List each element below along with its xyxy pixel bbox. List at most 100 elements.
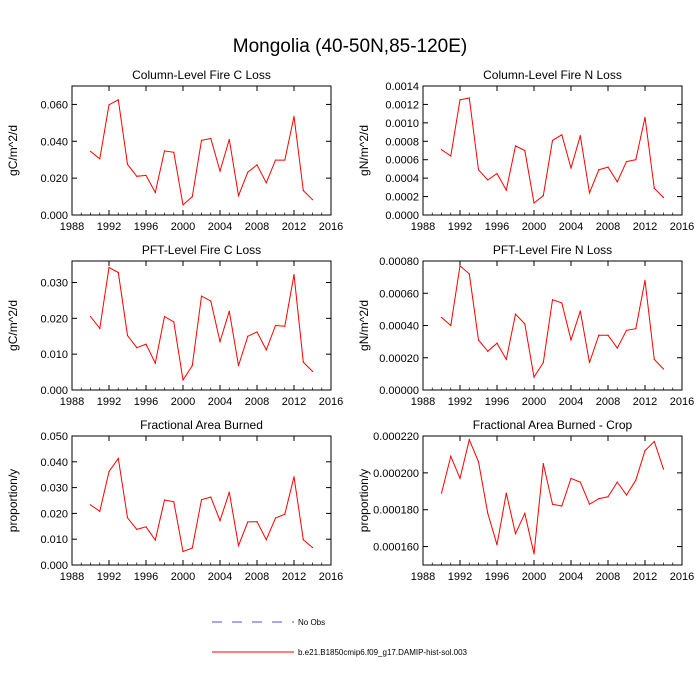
panel-column-level-fire-n-loss-ytick-label: 0.0000 bbox=[385, 210, 419, 222]
panel-pft-level-fire-n-loss-xtick-label: 2012 bbox=[633, 396, 657, 408]
panel-column-level-fire-c-loss-point bbox=[99, 158, 101, 160]
panel-column-level-fire-n-loss-xtick-label: 2008 bbox=[596, 221, 620, 233]
panel-pft-level-fire-c-loss-frame bbox=[71, 260, 332, 391]
panel-pft-level-fire-c-loss-point bbox=[145, 343, 147, 345]
panel-fractional-area-burned-xtick-label: 2000 bbox=[171, 571, 195, 583]
panel-fractional-area-burned-point bbox=[117, 457, 119, 460]
panel-column-level-fire-n-loss-title: Column-Level Fire N Loss bbox=[483, 68, 622, 82]
panel-fractional-area-burned-crop-point bbox=[505, 492, 507, 494]
panel-pft-level-fire-c-loss-ytick-label: 0.020 bbox=[40, 313, 68, 325]
panel-column-level-fire-n-loss-point bbox=[505, 189, 507, 191]
panel-column-level-fire-n-loss-ytick-label: 0.0004 bbox=[385, 173, 419, 185]
panel-fractional-area-burned-point bbox=[136, 528, 138, 530]
panel-pft-level-fire-n-loss-point bbox=[598, 334, 600, 336]
panel-fractional-area-burned-xtick-label: 2004 bbox=[208, 571, 232, 583]
panel-column-level-fire-c-loss-ylabel: gC/m^2/d bbox=[6, 125, 20, 176]
panel-fractional-area-burned-crop-point bbox=[440, 492, 443, 494]
panel-fractional-area-burned-crop-point bbox=[514, 533, 517, 535]
panel-fractional-area-burned-ytick-label: 0.000 bbox=[40, 560, 68, 572]
panel-fractional-area-burned-crop-point bbox=[487, 512, 489, 515]
panel-fractional-area-burned-ylabel: proportion/y bbox=[6, 469, 20, 532]
panel-pft-level-fire-c-loss-point bbox=[274, 324, 277, 327]
panel-pft-level-fire-n-loss-point bbox=[505, 358, 507, 360]
panel-pft-level-fire-c-loss-point bbox=[126, 334, 129, 337]
panel-pft-level-fire-c-loss-ytick-label: 0.030 bbox=[40, 278, 68, 290]
panel-pft-level-fire-n-loss-point bbox=[468, 273, 470, 275]
panel-fractional-area-burned-point bbox=[145, 526, 147, 528]
panel-fractional-area-burned-point bbox=[210, 496, 212, 498]
panel-column-level-fire-n-loss-point bbox=[533, 202, 535, 204]
panel-pft-level-fire-c-loss-ytick-label: 0.010 bbox=[40, 349, 68, 361]
panel-fractional-area-burned-crop-xtick-label: 2000 bbox=[522, 571, 546, 583]
panel-fractional-area-burned-xtick-label: 2016 bbox=[319, 571, 343, 583]
panel-column-level-fire-c-loss-xtick-label: 1988 bbox=[60, 221, 84, 233]
panel-column-level-fire-c-loss-point bbox=[228, 138, 230, 141]
panel-column-level-fire-n-loss-point bbox=[588, 192, 591, 194]
panel-fractional-area-burned-crop-point bbox=[607, 496, 609, 498]
panel-column-level-fire-c-loss-point bbox=[117, 99, 119, 101]
panel-column-level-fire-c-loss-point bbox=[200, 139, 203, 141]
panel-pft-level-fire-c-loss-xtick-label: 2016 bbox=[319, 396, 343, 408]
panel-column-level-fire-n-loss-point bbox=[625, 160, 628, 163]
panel-fractional-area-burned-crop: Fractional Area Burned - Crop proportion/… bbox=[357, 418, 694, 583]
panel-fractional-area-burned-point bbox=[302, 539, 304, 541]
panel-pft-level-fire-n-loss-point bbox=[533, 376, 535, 378]
panel-pft-level-fire-n-loss-ytick-label: 0.00020 bbox=[379, 353, 419, 365]
panel-pft-level-fire-c-loss-point bbox=[191, 365, 193, 367]
panel-fractional-area-burned-point bbox=[219, 520, 221, 522]
panel-fractional-area-burned-point bbox=[228, 491, 230, 493]
panel-fractional-area-burned-frame bbox=[71, 435, 332, 566]
panel-pft-level-fire-n-loss-point bbox=[607, 334, 609, 336]
panel-pft-level-fire-c-loss-point bbox=[265, 349, 267, 351]
panel-column-level-fire-c-loss-xtick-label: 2000 bbox=[171, 221, 195, 233]
panel-fractional-area-burned-xtick-label: 1988 bbox=[60, 571, 84, 583]
panel-column-level-fire-c-loss-point bbox=[191, 195, 193, 198]
panel-fractional-area-burned-point bbox=[247, 521, 249, 523]
panel-fractional-area-burned-crop-point bbox=[496, 544, 498, 546]
panel-fractional-area-burned-point bbox=[274, 517, 277, 519]
panel-pft-level-fire-n-loss-xtick-label: 1996 bbox=[485, 396, 509, 408]
panel-fractional-area-burned-crop-point bbox=[542, 463, 544, 465]
panel-fractional-area-burned-series-line bbox=[90, 457, 313, 553]
panel-pft-level-fire-c-loss: PFT-Level Fire C Loss gC/m^2/d 1988 1992 199… bbox=[6, 243, 343, 408]
panel-pft-level-fire-c-loss-point bbox=[311, 370, 314, 372]
panel-fractional-area-burned-crop-point bbox=[459, 477, 461, 479]
panel-fractional-area-burned-xtick-label: 1996 bbox=[134, 571, 158, 583]
panel-pft-level-fire-n-loss-ytick-label: 0.00040 bbox=[379, 321, 419, 333]
panel-fractional-area-burned-ytick-label: 0.040 bbox=[40, 457, 68, 469]
panel-pft-level-fire-c-loss-point bbox=[182, 379, 184, 381]
panel-pft-level-fire-n-loss-point bbox=[561, 302, 563, 304]
panel-fractional-area-burned-point bbox=[173, 501, 175, 503]
panel-column-level-fire-c-loss-point bbox=[163, 150, 166, 152]
panel-pft-level-fire-c-loss-point bbox=[302, 361, 304, 363]
panel-column-level-fire-n-loss-point bbox=[579, 135, 581, 137]
panel-column-level-fire-n-loss-ytick-label: 0.0002 bbox=[385, 192, 419, 204]
panel-pft-level-fire-n-loss-title: PFT-Level Fire N Loss bbox=[493, 243, 612, 257]
panel-column-level-fire-c-loss-xtick-label: 2004 bbox=[208, 221, 232, 233]
panel-column-level-fire-c-loss-point bbox=[247, 171, 249, 173]
panels: Column-Level Fire C Loss gC/m^2/d 1988 1992… bbox=[6, 68, 694, 583]
panel-fractional-area-burned-crop-point bbox=[616, 481, 618, 483]
panel-pft-level-fire-n-loss-point bbox=[579, 310, 581, 312]
panel-pft-level-fire-c-loss-xtick-label: 2004 bbox=[208, 396, 232, 408]
panel-column-level-fire-c-loss-point bbox=[136, 175, 138, 177]
panel-column-level-fire-c-loss: Column-Level Fire C Loss gC/m^2/d 1988 1992… bbox=[6, 68, 343, 233]
panel-pft-level-fire-c-loss-point bbox=[284, 325, 286, 327]
panel-column-level-fire-c-loss-ytick-label: 0.040 bbox=[40, 136, 68, 148]
panel-fractional-area-burned-crop-point bbox=[533, 553, 535, 555]
panel-fractional-area-burned-crop-point bbox=[579, 481, 581, 483]
panel-pft-level-fire-n-loss-ytick-label: 0.00080 bbox=[379, 256, 419, 268]
panel-column-level-fire-c-loss-xtick-label: 1996 bbox=[134, 221, 158, 233]
panel-pft-level-fire-c-loss-point bbox=[200, 295, 203, 297]
panel-pft-level-fire-n-loss-ytick-label: 0.00060 bbox=[379, 288, 419, 300]
panel-fractional-area-burned-crop-point bbox=[524, 512, 526, 515]
panel-fractional-area-burned-crop-xtick-label: 2016 bbox=[670, 571, 694, 583]
panel-column-level-fire-c-loss-point bbox=[219, 170, 221, 172]
panel-pft-level-fire-n-loss-point bbox=[496, 342, 498, 344]
panel-pft-level-fire-c-loss-point bbox=[99, 327, 101, 329]
panel-column-level-fire-c-loss-point bbox=[274, 159, 277, 161]
panel-fractional-area-burned-crop-xtick-label: 1992 bbox=[448, 571, 472, 583]
panel-pft-level-fire-n-loss-xtick-label: 2008 bbox=[596, 396, 620, 408]
panel-column-level-fire-n-loss-point bbox=[598, 169, 600, 171]
panel-fractional-area-burned-point bbox=[89, 504, 92, 506]
